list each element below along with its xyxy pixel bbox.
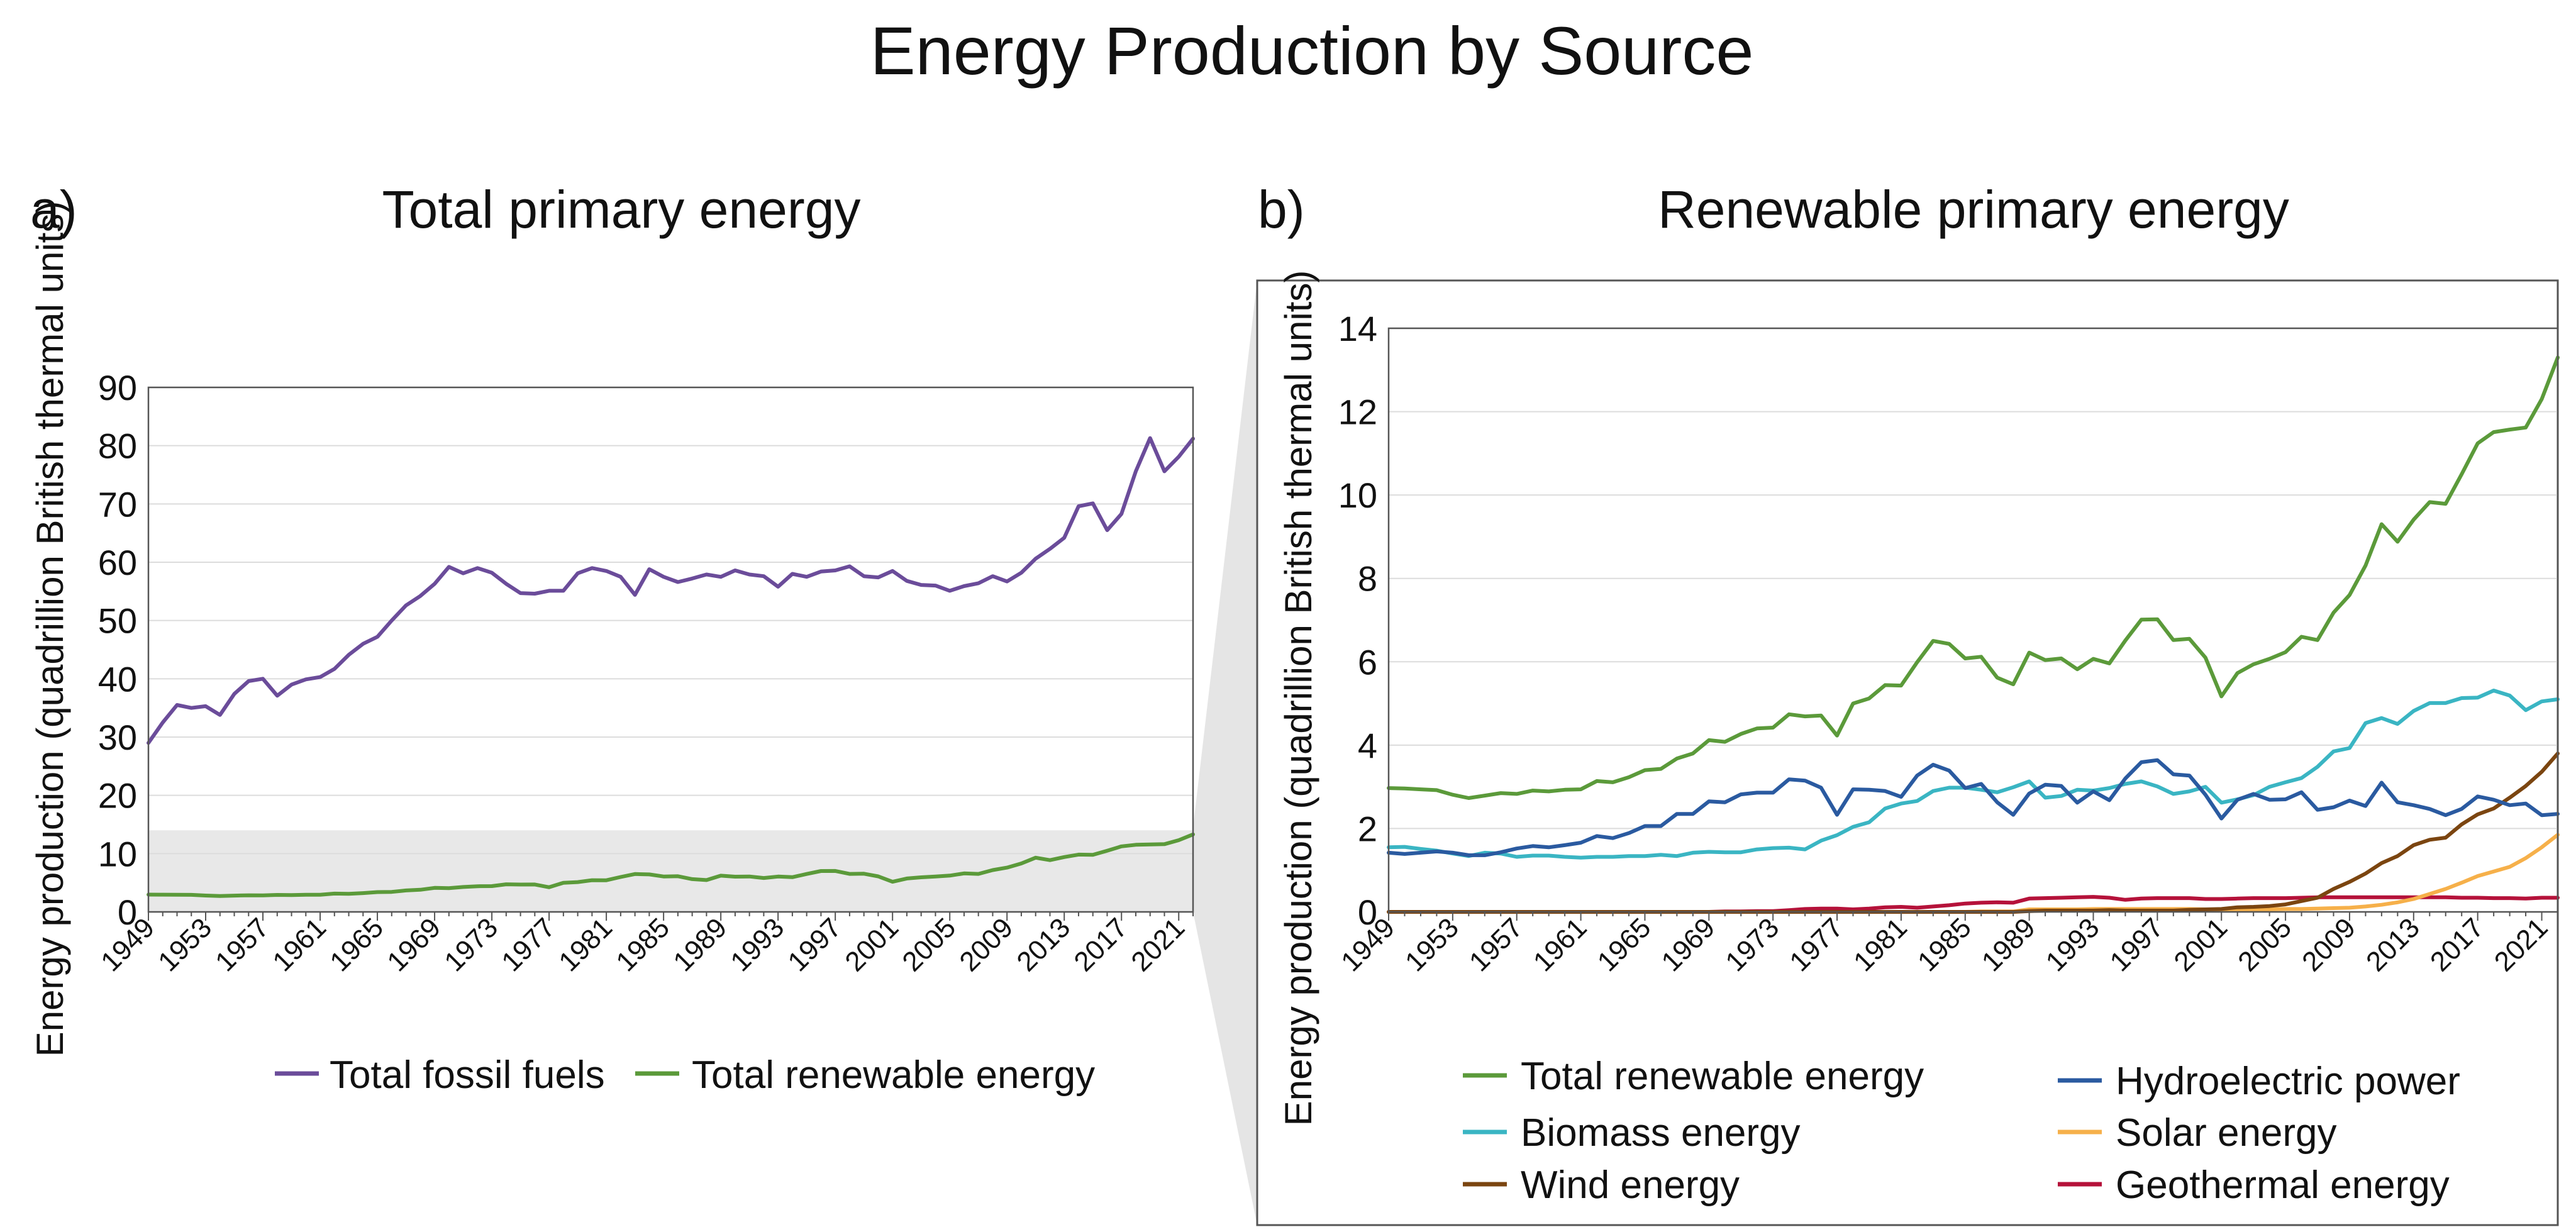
x-tick-label: 1965 xyxy=(324,912,389,977)
y-tick-label: 50 xyxy=(98,601,137,641)
legend-label: Total fossil fuels xyxy=(330,1053,605,1097)
legend-label: Total renewable energy xyxy=(692,1053,1095,1097)
x-tick-label: 2017 xyxy=(1068,912,1133,977)
x-tick-label: 1993 xyxy=(724,912,790,977)
legend-label: Geothermal energy xyxy=(2116,1163,2450,1207)
x-tick-label: 1977 xyxy=(496,912,561,977)
y-axis-label: Energy production (quadrillion British t… xyxy=(1277,270,1319,1126)
panel-a-label: a) xyxy=(30,180,77,239)
x-tick-label: 2009 xyxy=(953,912,1019,977)
y-tick-label: 40 xyxy=(98,659,137,699)
legend-label: Total renewable energy xyxy=(1521,1055,1924,1098)
x-tick-label: 1989 xyxy=(667,912,733,977)
y-tick-label: 0 xyxy=(1358,892,1377,932)
plot-area xyxy=(1387,327,2559,913)
y-tick-label: 30 xyxy=(98,718,137,757)
zoom-band xyxy=(148,830,1193,912)
x-tick-label: 2005 xyxy=(896,912,962,977)
series-line-hydro xyxy=(1387,758,2560,857)
panel-b-frame xyxy=(1256,279,2559,1226)
legend-label: Hydroelectric power xyxy=(2116,1060,2460,1103)
y-tick-label: 6 xyxy=(1358,642,1377,682)
y-tick-label: 2 xyxy=(1358,809,1377,848)
panel-a-title: Total primary energy xyxy=(382,180,861,239)
x-tick-label: 1973 xyxy=(438,912,504,977)
legend-label: Wind energy xyxy=(1521,1163,1740,1207)
y-tick-label: 12 xyxy=(1338,392,1377,432)
zoom-connector xyxy=(1193,280,1257,1225)
series-line-fossil xyxy=(147,436,1195,745)
y-tick-label: 90 xyxy=(98,368,137,408)
series-lines xyxy=(147,436,1195,898)
x-tick-label: 2001 xyxy=(839,912,904,977)
legend: Total renewable energy Biomass energy Wi… xyxy=(1463,1055,2460,1207)
y-tick-labels: 0 2 4 6 8 10 12 14 xyxy=(1338,309,1377,932)
figure-title: Energy Production by Source xyxy=(870,13,1754,89)
panel-a: a) Total primary energy 0 10 20 30 40 50 60 70 8… xyxy=(29,180,1195,1097)
legend-label: Solar energy xyxy=(2116,1111,2337,1155)
plot-area xyxy=(147,386,1194,913)
series-line-total-renewable xyxy=(1387,355,2560,800)
y-tick-label: 70 xyxy=(98,484,137,524)
x-tick-label: 1953 xyxy=(152,912,218,977)
panel-b: b) Renewable primary energy 02468101214 … xyxy=(1256,180,2560,1226)
series-line-total-renewable xyxy=(147,832,1195,898)
x-tick-label: 2013 xyxy=(1011,912,1076,977)
y-tick-label: 0 xyxy=(118,892,137,932)
x-tick-label: 1997 xyxy=(782,912,847,977)
x-tick-label: 1969 xyxy=(381,912,447,977)
panel-b-title: Renewable primary energy xyxy=(1658,180,2289,239)
y-tick-label: 20 xyxy=(98,776,137,816)
panel-b-label: b) xyxy=(1258,180,1305,239)
legend-label: Biomass energy xyxy=(1521,1111,1801,1155)
series-line-biomass xyxy=(1387,689,2560,860)
x-tick-label: 1981 xyxy=(553,912,618,977)
y-tick-label: 8 xyxy=(1358,559,1377,599)
y-tick-label: 60 xyxy=(98,543,137,582)
y-tick-labels: 0 10 20 30 40 50 60 70 80 90 xyxy=(98,368,137,932)
y-axis-label: Energy production (quadrillion British t… xyxy=(29,201,71,1057)
y-tick-label: 4 xyxy=(1358,726,1377,765)
y-tick-label: 14 xyxy=(1338,309,1377,348)
y-tick-label: 80 xyxy=(98,426,137,466)
x-tick-label: 1957 xyxy=(209,912,275,977)
x-tick-label: 1985 xyxy=(610,912,675,977)
legend: Total fossil fuels Total renewable energ… xyxy=(275,1053,1095,1097)
y-tick-label: 10 xyxy=(98,834,137,874)
x-tick-labels: 1949195319571961196519691973197719811985… xyxy=(95,912,1194,977)
x-tick-label: 1961 xyxy=(267,912,332,977)
y-tick-label: 10 xyxy=(1338,475,1377,515)
x-tick-label: 2021 xyxy=(1125,912,1191,977)
